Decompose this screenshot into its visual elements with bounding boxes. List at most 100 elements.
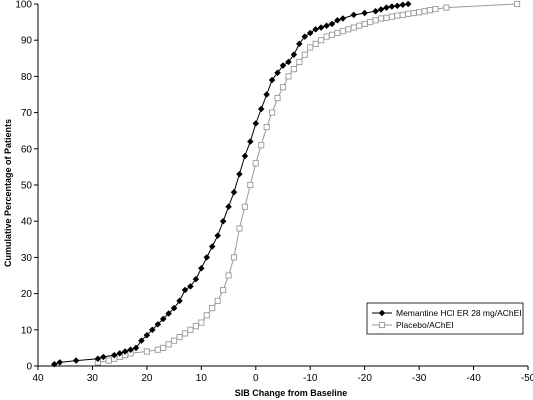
y-tick-label: 50 bbox=[21, 181, 33, 192]
data-point bbox=[171, 337, 178, 344]
data-point bbox=[220, 286, 227, 294]
data-point bbox=[334, 29, 341, 37]
y-tick-label: 10 bbox=[21, 325, 33, 336]
data-point bbox=[236, 225, 243, 232]
data-point bbox=[323, 33, 330, 40]
data-point bbox=[388, 13, 395, 20]
data-point bbox=[279, 62, 287, 69]
data-point bbox=[154, 346, 161, 353]
data-point bbox=[192, 323, 199, 330]
x-tick-label: 0 bbox=[253, 373, 259, 384]
data-point bbox=[372, 7, 379, 15]
data-point bbox=[263, 124, 270, 131]
data-point bbox=[356, 22, 363, 29]
y-tick-label: 80 bbox=[21, 72, 33, 83]
data-point bbox=[367, 19, 374, 26]
data-point bbox=[404, 0, 412, 8]
data-point bbox=[50, 360, 58, 368]
data-point bbox=[361, 20, 368, 27]
data-point bbox=[198, 319, 205, 326]
y-axis-title: Cumulative Percentage of Patients bbox=[3, 119, 13, 267]
y-tick-label: 90 bbox=[21, 36, 33, 47]
legend: Memantine HCl ER 28 mg/AChEI Placebo/ACh… bbox=[366, 302, 524, 335]
data-point bbox=[187, 326, 194, 333]
data-point bbox=[181, 330, 189, 337]
data-point bbox=[160, 344, 167, 351]
data-point bbox=[132, 344, 140, 352]
x-tick-label: 20 bbox=[141, 373, 153, 384]
data-point bbox=[230, 254, 238, 261]
data-point bbox=[345, 26, 352, 33]
data-point bbox=[377, 15, 385, 22]
data-point bbox=[263, 91, 271, 98]
y-tick-label: 30 bbox=[21, 253, 33, 264]
data-point bbox=[116, 349, 124, 357]
x-tick-label: -10 bbox=[303, 373, 318, 384]
data-point bbox=[318, 37, 325, 44]
data-point bbox=[258, 142, 265, 149]
data-point bbox=[383, 4, 390, 11]
data-point bbox=[290, 51, 298, 59]
data-point bbox=[399, 11, 406, 18]
data-point bbox=[165, 310, 173, 317]
data-point bbox=[99, 353, 107, 361]
data-point bbox=[252, 160, 259, 167]
data-point bbox=[295, 40, 303, 48]
data-point bbox=[165, 341, 172, 348]
data-point bbox=[72, 357, 80, 364]
data-point bbox=[296, 58, 303, 65]
series-memantine bbox=[50, 0, 412, 368]
data-point bbox=[192, 275, 200, 283]
data-point bbox=[203, 312, 210, 319]
data-point bbox=[257, 105, 265, 113]
data-point bbox=[209, 305, 216, 312]
data-point bbox=[170, 304, 178, 312]
x-tick-label: -20 bbox=[357, 373, 372, 384]
data-point bbox=[416, 9, 423, 16]
data-point bbox=[328, 31, 336, 38]
y-tick-label: 0 bbox=[26, 362, 32, 373]
data-point bbox=[241, 152, 249, 160]
legend-item-memantine: Memantine HCl ER 28 mg/AChEI bbox=[372, 308, 522, 318]
data-point bbox=[339, 15, 347, 22]
data-point bbox=[334, 16, 341, 24]
x-tick-label: 10 bbox=[196, 373, 208, 384]
data-point bbox=[214, 232, 222, 240]
data-point bbox=[312, 40, 319, 47]
data-point bbox=[56, 359, 64, 366]
data-point bbox=[154, 321, 162, 328]
data-point bbox=[159, 315, 167, 323]
y-tick-label: 70 bbox=[21, 108, 33, 119]
data-point bbox=[393, 2, 401, 10]
data-point bbox=[187, 283, 194, 290]
data-point bbox=[143, 331, 151, 339]
data-point bbox=[127, 346, 134, 354]
data-point bbox=[361, 9, 369, 17]
data-point bbox=[328, 20, 336, 28]
data-point bbox=[301, 51, 308, 58]
data-point bbox=[121, 348, 129, 355]
legend-label: Placebo/AChEI bbox=[396, 320, 454, 330]
data-point bbox=[350, 24, 357, 31]
data-point bbox=[301, 33, 309, 40]
data-point bbox=[388, 3, 396, 10]
series-layer bbox=[50, 0, 521, 368]
data-point bbox=[181, 286, 189, 294]
y-tick-label: 60 bbox=[21, 144, 33, 155]
data-point bbox=[110, 351, 118, 359]
legend-box bbox=[366, 302, 524, 335]
data-point bbox=[372, 17, 379, 24]
x-tick-label: 30 bbox=[87, 373, 99, 384]
data-point bbox=[241, 203, 248, 210]
data-point bbox=[176, 333, 183, 341]
data-point bbox=[306, 29, 314, 37]
data-point bbox=[236, 170, 243, 178]
legend-marker bbox=[378, 309, 386, 317]
data-point bbox=[432, 6, 439, 13]
data-point bbox=[148, 326, 156, 334]
x-axis: 40 30 20 10 0 -10 -20 -30 -40 -50 bbox=[32, 366, 533, 384]
data-point bbox=[312, 25, 320, 33]
data-point bbox=[307, 44, 314, 51]
data-point bbox=[339, 28, 346, 35]
data-point bbox=[274, 69, 281, 77]
